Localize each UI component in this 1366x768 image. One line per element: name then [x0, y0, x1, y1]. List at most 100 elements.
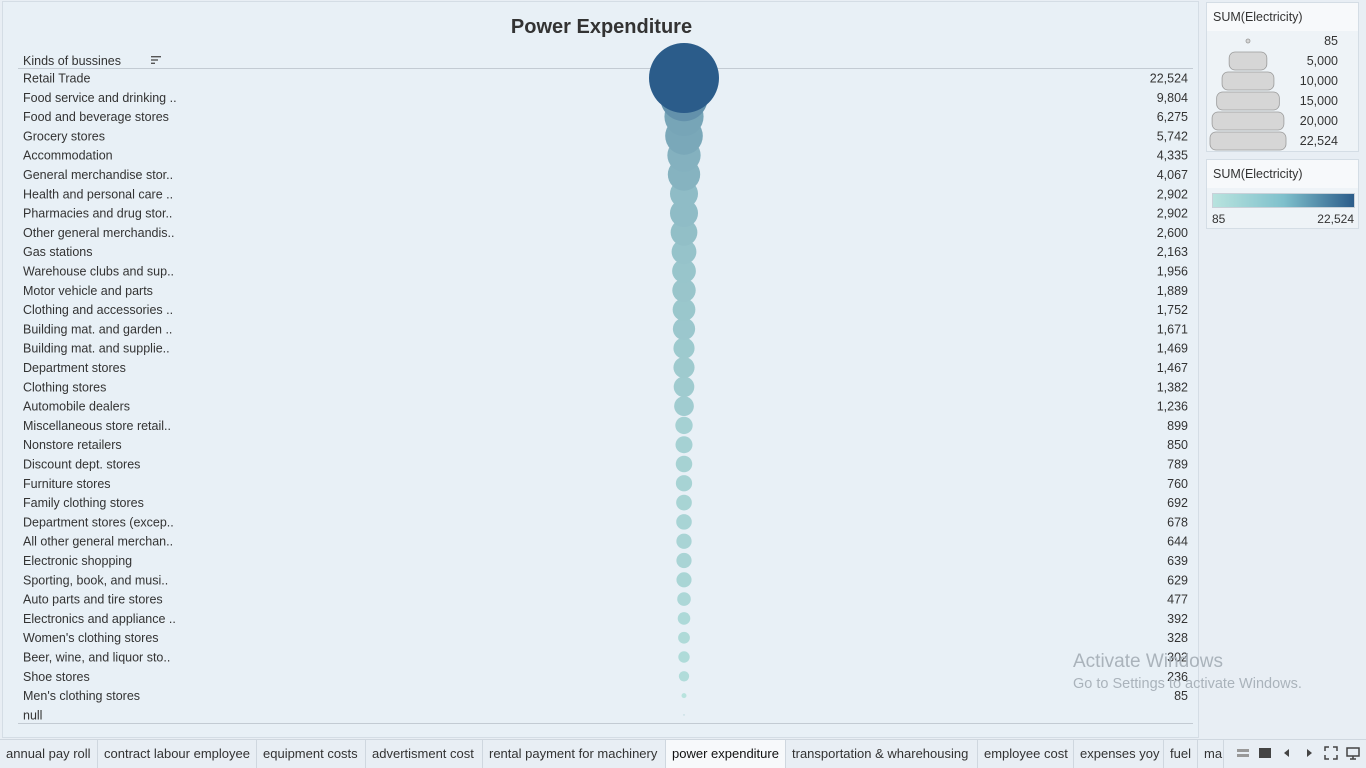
tab-fuel[interactable]: fuel	[1164, 740, 1198, 768]
bubble-mark[interactable]	[672, 317, 696, 341]
value-label: 1,956	[1157, 265, 1188, 279]
bubble-mark[interactable]	[675, 416, 693, 435]
sort-icon[interactable]	[150, 54, 162, 66]
category-label[interactable]: Shoe stores	[23, 670, 90, 684]
category-label[interactable]: Gas stations	[23, 245, 92, 259]
category-label[interactable]: Women's clothing stores	[23, 631, 159, 645]
category-label[interactable]: Family clothing stores	[23, 496, 144, 510]
size-legend-shape	[1228, 51, 1268, 71]
category-label[interactable]: null	[23, 708, 42, 722]
category-label[interactable]: Department stores (excep..	[23, 515, 174, 529]
bubble-mark[interactable]	[670, 219, 698, 246]
size-legend-title: SUM(Electricity)	[1213, 10, 1303, 24]
tab-employee-cost[interactable]: employee cost	[978, 740, 1074, 768]
bubble-mark[interactable]	[671, 239, 697, 265]
category-label[interactable]: Health and personal care ..	[23, 187, 173, 201]
tab-expenses-yoy[interactable]: expenses yoy	[1074, 740, 1164, 768]
size-legend: SUM(Electricity) 85 5,000 10,000 15,000 20,0…	[1206, 2, 1359, 152]
bubble-mark[interactable]	[672, 278, 696, 303]
tab-rental-payment-for-machinery[interactable]: rental payment for machinery	[483, 740, 666, 768]
category-label[interactable]: Other general merchandis..	[23, 226, 174, 240]
bubble-mark[interactable]	[678, 651, 690, 663]
bubble-mark[interactable]	[676, 494, 692, 511]
category-label[interactable]: All other general merchan..	[23, 535, 173, 549]
bubble-mark[interactable]	[649, 43, 719, 113]
category-label[interactable]: Clothing stores	[23, 380, 106, 394]
category-label[interactable]: Pharmacies and drug stor..	[23, 207, 172, 221]
category-label[interactable]: Men's clothing stores	[23, 689, 140, 703]
category-label[interactable]: Accommodation	[23, 149, 113, 163]
category-label[interactable]: Food service and drinking ..	[23, 91, 177, 105]
bubble-mark[interactable]	[678, 671, 690, 682]
category-label[interactable]: Food and beverage stores	[23, 110, 169, 124]
bubble-mark[interactable]	[683, 713, 685, 716]
bubble-mark[interactable]	[676, 572, 692, 588]
category-label[interactable]: Electronics and appliance ..	[23, 612, 176, 626]
value-label: 1,382	[1157, 380, 1188, 394]
size-legend-item: 5,000	[1207, 51, 1358, 71]
value-label: 644	[1167, 535, 1188, 549]
tab-ma[interactable]: ma	[1198, 740, 1224, 768]
fullscreen-toggle-icon[interactable]	[1257, 745, 1273, 761]
category-label[interactable]: General merchandise stor..	[23, 168, 173, 182]
category-label[interactable]: Department stores	[23, 361, 126, 375]
color-legend-titlebar	[1207, 160, 1358, 188]
bubble-mark[interactable]	[674, 396, 694, 416]
bubble-mark[interactable]	[676, 533, 692, 549]
presentation-icon[interactable]	[1345, 745, 1361, 761]
category-label[interactable]: Motor vehicle and parts	[23, 284, 153, 298]
tab-annual-pay-roll[interactable]: annual pay roll	[0, 740, 98, 768]
bubble-mark[interactable]	[676, 514, 692, 530]
tab-advertisment-cost[interactable]: advertisment cost	[366, 740, 483, 768]
bubble-mark[interactable]	[673, 356, 695, 379]
value-label: 236	[1167, 670, 1188, 684]
category-label[interactable]: Auto parts and tire stores	[23, 593, 163, 607]
category-label[interactable]: Grocery stores	[23, 129, 105, 143]
bubble-mark[interactable]	[673, 376, 695, 398]
category-label[interactable]: Miscellaneous store retail..	[23, 419, 171, 433]
category-label[interactable]: Retail Trade	[23, 72, 90, 86]
bubble-mark[interactable]	[673, 337, 695, 359]
category-label[interactable]: Sporting, book, and musi..	[23, 573, 168, 587]
size-legend-item: 15,000	[1207, 91, 1358, 111]
value-label: 629	[1167, 573, 1188, 587]
next-sheet-icon[interactable]	[1301, 745, 1317, 761]
category-label[interactable]: Warehouse clubs and sup..	[23, 265, 174, 279]
category-label[interactable]: Clothing and accessories ..	[23, 303, 173, 317]
bubble-mark[interactable]	[681, 693, 687, 699]
category-label[interactable]: Discount dept. stores	[23, 458, 140, 472]
tab-transportation-wharehousing[interactable]: transportation & wharehousing	[786, 740, 978, 768]
category-label[interactable]: Electronic shopping	[23, 554, 132, 568]
value-label: 9,804	[1157, 91, 1188, 105]
category-label[interactable]: Building mat. and garden ..	[23, 322, 172, 336]
tab-equipment-costs[interactable]: equipment costs	[257, 740, 366, 768]
size-legend-swatch	[1209, 131, 1287, 151]
category-label[interactable]: Beer, wine, and liquor sto..	[23, 651, 170, 665]
value-label: 477	[1167, 593, 1188, 607]
fit-screen-icon[interactable]	[1323, 745, 1339, 761]
chart-title: Power Expenditure	[510, 16, 693, 38]
bubble-mark[interactable]	[677, 592, 691, 606]
tab-contract-labour-employee[interactable]: contract labour employee	[98, 740, 257, 768]
bubble-mark[interactable]	[675, 455, 693, 473]
value-label: 678	[1167, 515, 1188, 529]
bubble-mark[interactable]	[669, 199, 699, 228]
bottom-divider	[18, 723, 1193, 724]
bubble-mark[interactable]	[675, 436, 693, 454]
value-label: 2,902	[1157, 207, 1188, 221]
grid-view-icon[interactable]	[1235, 745, 1251, 761]
bubble-mark[interactable]	[672, 298, 696, 321]
prev-sheet-icon[interactable]	[1279, 745, 1295, 761]
tab-power-expenditure[interactable]: power expenditure	[666, 740, 786, 768]
bubble-mark[interactable]	[677, 612, 691, 625]
bubble-mark[interactable]	[678, 631, 690, 644]
watermark-line-2: Go to Settings to activate Windows.	[1073, 676, 1302, 692]
category-label[interactable]: Building mat. and supplie..	[23, 342, 170, 356]
category-label[interactable]: Automobile dealers	[23, 400, 130, 414]
bubble-mark[interactable]	[672, 259, 696, 283]
bubble-group	[649, 43, 719, 716]
bubble-mark[interactable]	[676, 552, 692, 569]
bubble-mark[interactable]	[675, 475, 693, 492]
category-label[interactable]: Furniture stores	[23, 477, 111, 491]
category-label[interactable]: Nonstore retailers	[23, 438, 122, 452]
